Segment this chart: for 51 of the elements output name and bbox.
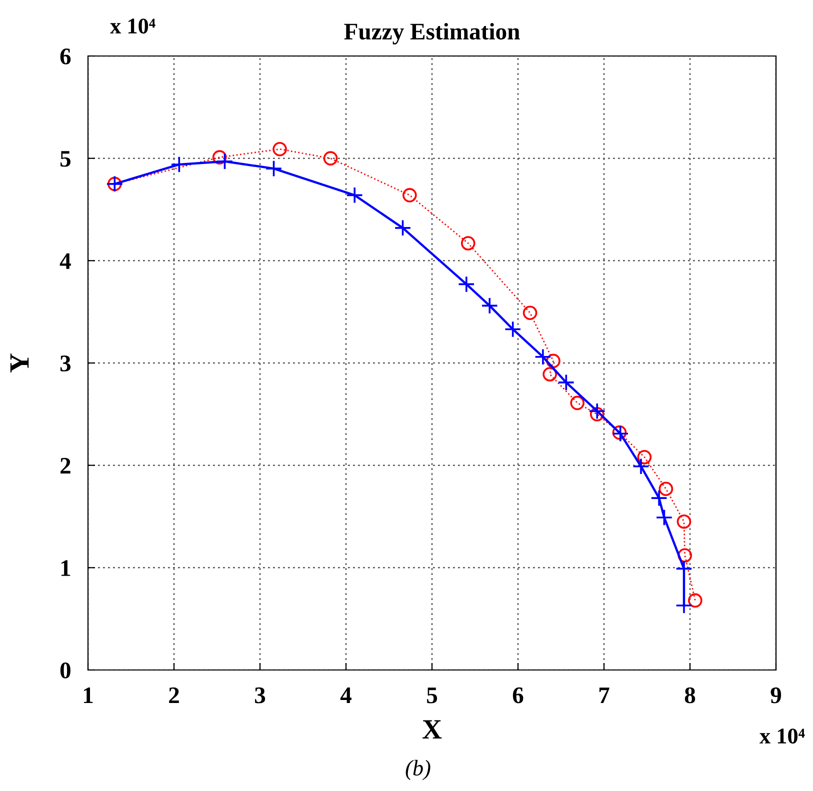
- x-tick-label: 3: [254, 687, 266, 704]
- text: x 10⁴: [760, 728, 805, 744]
- x-tick-label: 5: [427, 688, 438, 704]
- point: [632, 458, 650, 475]
- y-tick-label: 5: [60, 151, 70, 167]
- point: [588, 402, 606, 420]
- point: [504, 320, 522, 338]
- point: [650, 490, 668, 507]
- point: [542, 367, 557, 382]
- x-tick-label: 6: [512, 687, 524, 704]
- y-tick-label: 3: [60, 356, 71, 372]
- point: [460, 236, 476, 250]
- point: [212, 150, 227, 164]
- point: [170, 156, 188, 174]
- text: (b): [406, 760, 430, 780]
- point: [346, 186, 364, 204]
- point: [323, 151, 338, 166]
- point: [656, 508, 673, 526]
- point: [658, 482, 674, 496]
- text: x 10⁴: [110, 18, 156, 34]
- y-axis-title: Y: [10, 354, 29, 373]
- point: [522, 306, 538, 320]
- point: [534, 348, 552, 366]
- y-tick-label: 0: [60, 662, 70, 678]
- point: [402, 188, 417, 202]
- point: [676, 514, 692, 529]
- x-tick-label: 7: [599, 688, 610, 704]
- point: [481, 297, 498, 314]
- x-tick-label: 1: [84, 687, 93, 704]
- point: [688, 593, 702, 608]
- point: [678, 548, 692, 563]
- x-tick-label: 9: [770, 687, 782, 704]
- point: [272, 142, 287, 156]
- x-tick-label: 4: [340, 688, 352, 704]
- point: [216, 152, 234, 170]
- y-tick-label: 4: [60, 253, 71, 269]
- x-tick-label: 2: [169, 687, 179, 704]
- y-tick-label: 1: [61, 560, 70, 576]
- point: [570, 396, 584, 410]
- x-axis-title: X: [422, 720, 442, 738]
- point: [458, 276, 475, 293]
- point: [265, 160, 282, 178]
- point: [394, 219, 412, 236]
- point: [637, 450, 652, 464]
- point: [546, 354, 560, 368]
- point: [590, 407, 604, 422]
- point: [558, 374, 575, 391]
- y-tick-label: 2: [60, 458, 70, 474]
- x-tick-label: 8: [684, 687, 696, 704]
- y-tick-label: 6: [60, 48, 71, 64]
- chart-title: Fuzzy Estimation: [344, 22, 520, 44]
